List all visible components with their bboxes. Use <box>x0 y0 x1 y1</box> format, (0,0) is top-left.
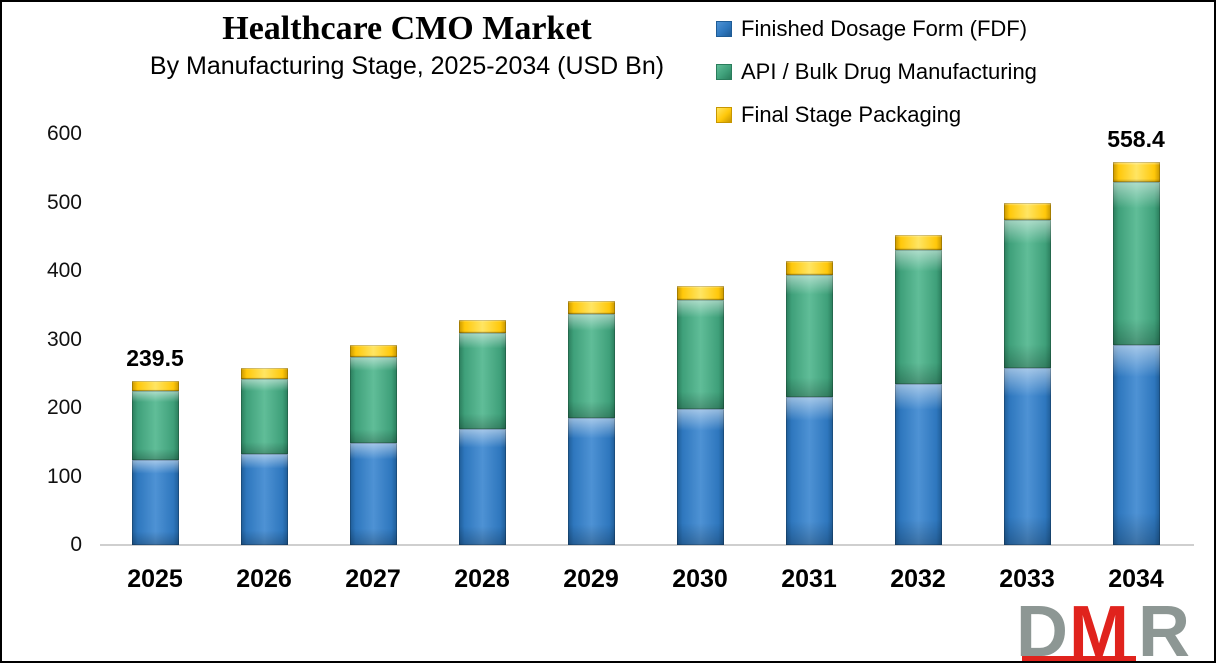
y-axis-tick-label: 400 <box>46 259 82 282</box>
legend-item-fdf: Finished Dosage Form (FDF) <box>716 14 1037 44</box>
bar-2027-segment-api <box>349 356 397 443</box>
bar-2029-segment-fdf <box>567 417 615 545</box>
legend-swatch-yellow-icon <box>716 107 732 123</box>
chart-header: Healthcare CMO Market By Manufacturing S… <box>57 10 757 81</box>
bar-2027-segment-fdf <box>349 442 397 545</box>
x-axis-label-2027: 2027 <box>345 565 401 593</box>
bar-total-label-2034: 558.4 <box>1107 126 1165 153</box>
bar-2028-segment-packaging <box>458 319 506 333</box>
bar-2033-segment-packaging <box>1003 203 1051 221</box>
chart-legend: Finished Dosage Form (FDF) API / Bulk Dr… <box>716 14 1037 143</box>
bar-2034-segment-api <box>1112 181 1160 346</box>
logo-underline <box>1022 656 1136 661</box>
bar-2033-segment-api <box>1003 220 1051 368</box>
bar-2028-segment-api <box>458 332 506 429</box>
x-axis-label-2026: 2026 <box>236 565 292 593</box>
legend-swatch-green-icon <box>716 64 732 80</box>
dmr-logo: D M R <box>1020 603 1208 661</box>
bar-2026-segment-packaging <box>240 367 288 379</box>
bar-2025-segment-api <box>131 390 179 461</box>
logo-letter-d: D <box>1020 603 1068 661</box>
legend-label-packaging: Final Stage Packaging <box>741 102 962 127</box>
bar-2025-segment-packaging <box>131 380 179 391</box>
bar-2025-segment-fdf <box>131 460 179 545</box>
y-axis-tick-label: 0 <box>70 533 82 556</box>
bar-2027-segment-packaging <box>349 345 397 357</box>
bar-2034-segment-packaging <box>1112 162 1160 182</box>
legend-item-packaging: Final Stage Packaging <box>716 100 1037 130</box>
bar-total-label-2025: 239.5 <box>126 344 184 371</box>
legend-swatch-blue-icon <box>716 21 732 37</box>
x-axis-label-2031: 2031 <box>781 565 837 593</box>
bar-2031-segment-api <box>785 275 833 398</box>
bar-2030-segment-fdf <box>676 408 724 545</box>
bar-2028-segment-fdf <box>458 428 506 545</box>
bar-2032-segment-packaging <box>894 234 942 250</box>
bar-2032-segment-api <box>894 249 942 384</box>
bar-2031-segment-fdf <box>785 397 833 545</box>
y-axis-tick-label: 100 <box>46 464 82 488</box>
legend-label-fdf: Finished Dosage Form (FDF) <box>741 16 1028 41</box>
chart-title: Healthcare CMO Market <box>222 10 592 47</box>
logo-letter-r: R <box>1138 603 1190 661</box>
x-axis-label-2034: 2034 <box>1108 565 1164 593</box>
x-axis-label-2028: 2028 <box>454 565 510 593</box>
bar-2030-segment-api <box>676 299 724 409</box>
y-axis-tick-label: 500 <box>46 190 82 214</box>
x-axis-label-2030: 2030 <box>672 565 728 593</box>
bar-2030-segment-packaging <box>676 286 724 300</box>
bar-2032-segment-fdf <box>894 383 942 545</box>
y-axis-tick-label: 600 <box>46 122 82 145</box>
bar-2029-segment-api <box>567 313 615 418</box>
y-axis-tick-label: 200 <box>46 396 82 419</box>
bar-2034-segment-fdf <box>1112 345 1160 545</box>
x-axis-label-2029: 2029 <box>563 565 619 593</box>
x-axis-label-2025: 2025 <box>127 565 183 593</box>
x-axis-label-2033: 2033 <box>999 565 1055 593</box>
bar-2026-segment-fdf <box>240 453 288 545</box>
x-axis-line <box>100 544 1194 546</box>
bar-2033-segment-fdf <box>1003 367 1051 545</box>
legend-item-api: API / Bulk Drug Manufacturing <box>716 57 1037 87</box>
bar-2026-segment-api <box>240 378 288 454</box>
y-axis-tick-label: 300 <box>46 327 82 351</box>
legend-label-api: API / Bulk Drug Manufacturing <box>741 59 1037 84</box>
chart-subtitle: By Manufacturing Stage, 2025-2034 (USD B… <box>149 52 665 81</box>
logo-letter-m: M <box>1069 603 1129 661</box>
bar-2029-segment-packaging <box>567 301 615 314</box>
x-axis-label-2032: 2032 <box>890 565 946 593</box>
bar-2031-segment-packaging <box>785 261 833 276</box>
